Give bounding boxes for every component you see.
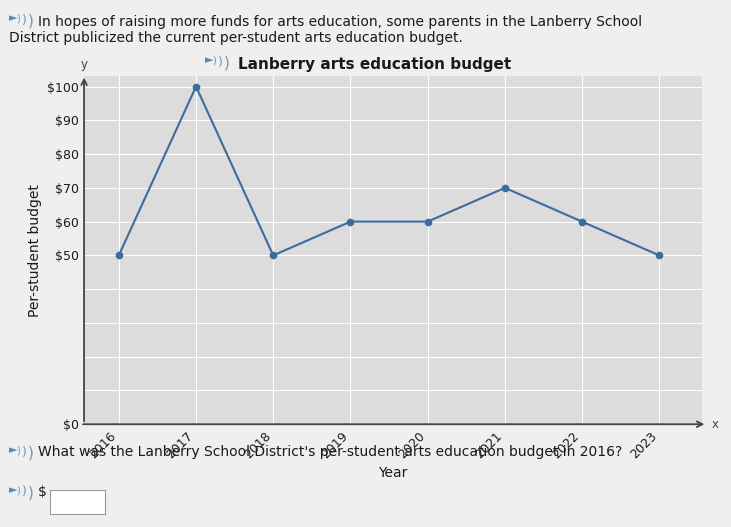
Text: ►: ► xyxy=(9,485,18,495)
Text: ): ) xyxy=(16,14,20,24)
Text: ►: ► xyxy=(9,445,18,455)
Text: $: $ xyxy=(38,485,47,499)
Y-axis label: Per-student budget: Per-student budget xyxy=(28,184,42,317)
Text: ): ) xyxy=(16,446,20,456)
Text: x: x xyxy=(712,418,719,431)
Text: ): ) xyxy=(218,56,223,69)
Text: ): ) xyxy=(28,446,34,461)
Text: ): ) xyxy=(22,14,27,27)
Text: ): ) xyxy=(16,485,20,495)
Text: ): ) xyxy=(22,446,27,459)
Text: ): ) xyxy=(28,485,34,500)
Text: Lanberry arts education budget: Lanberry arts education budget xyxy=(238,57,512,72)
Text: ): ) xyxy=(28,14,34,28)
Text: What was the Lanberry School District's per-student arts education budget in 201: What was the Lanberry School District's … xyxy=(38,445,622,460)
Text: y: y xyxy=(80,58,88,71)
Text: ►: ► xyxy=(9,13,18,23)
Text: ): ) xyxy=(224,56,230,71)
Text: District publicized the current per-student arts education budget.: District publicized the current per-stud… xyxy=(9,31,463,45)
Text: ►: ► xyxy=(205,55,213,65)
Text: ): ) xyxy=(22,485,27,499)
Text: ): ) xyxy=(212,56,216,66)
X-axis label: Year: Year xyxy=(378,466,408,480)
Text: In hopes of raising more funds for arts education, some parents in the Lanberry : In hopes of raising more funds for arts … xyxy=(38,15,642,29)
